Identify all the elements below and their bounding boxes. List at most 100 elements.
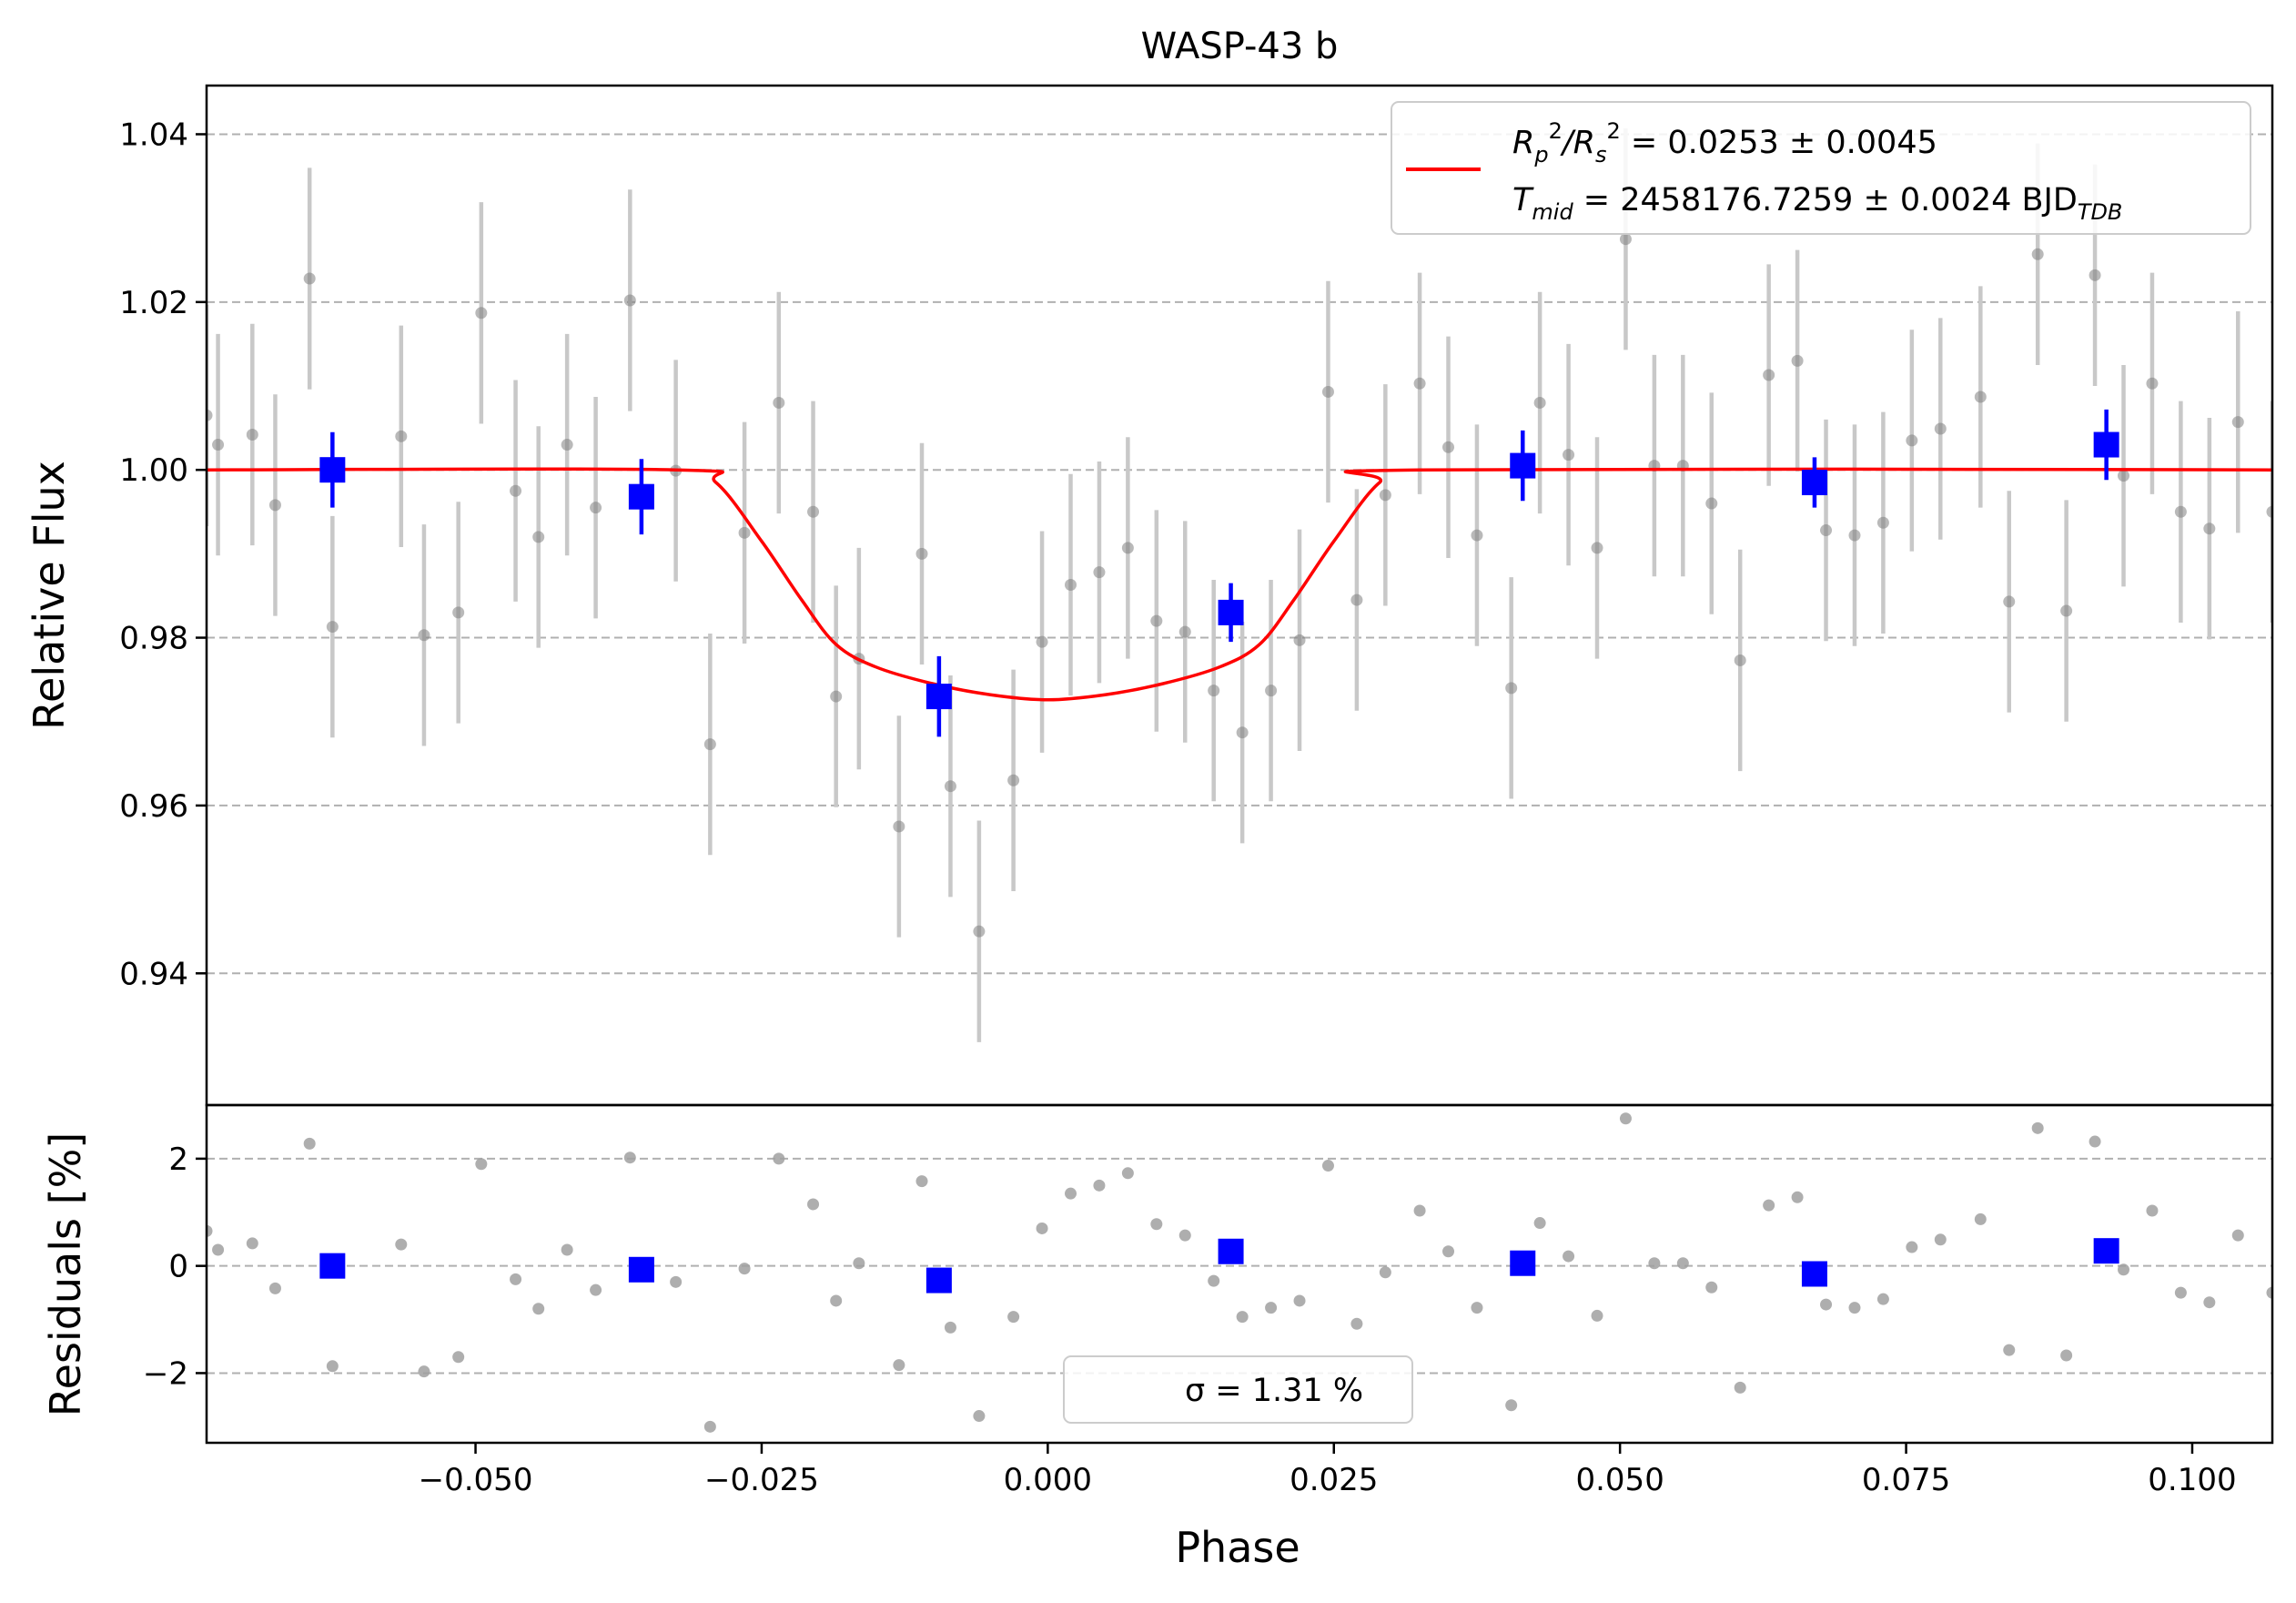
raw-residual-point bbox=[2146, 1204, 2159, 1217]
phase-axis-label: Phase bbox=[1175, 1523, 1300, 1572]
raw-flux-point bbox=[1321, 385, 1334, 398]
raw-flux-point bbox=[2031, 248, 2044, 260]
binned-flux-point bbox=[925, 684, 952, 710]
raw-flux-point bbox=[1036, 635, 1048, 648]
raw-residual-point bbox=[1379, 1266, 1391, 1279]
raw-flux-point bbox=[1236, 726, 1249, 739]
raw-flux-point bbox=[1974, 391, 1987, 403]
raw-flux-point bbox=[773, 396, 785, 409]
raw-flux-point bbox=[2146, 377, 2159, 390]
binned-flux-point bbox=[1510, 452, 1536, 479]
raw-flux-point bbox=[1906, 434, 1918, 447]
raw-residual-point bbox=[1791, 1191, 1804, 1203]
flux-y-tick-label: 0.96 bbox=[119, 788, 188, 825]
raw-residual-point bbox=[1906, 1241, 1918, 1253]
raw-residual-point bbox=[532, 1303, 545, 1315]
raw-residual-point bbox=[915, 1175, 928, 1188]
raw-flux-point bbox=[1442, 441, 1455, 453]
phase-x-tick-label: −0.050 bbox=[419, 1462, 533, 1498]
raw-flux-point bbox=[2089, 269, 2101, 281]
raw-residual-point bbox=[207, 1224, 213, 1237]
flux-y-tick-label: 0.94 bbox=[119, 956, 188, 992]
flux-y-ticks: 0.94 0.96 0.98 1.00 1.02 1.04 bbox=[119, 117, 207, 992]
raw-flux-point bbox=[1293, 634, 1306, 646]
flux-panel: 0.94 0.96 0.98 1.00 1.02 1.04 Relative Flux R… bbox=[25, 84, 2274, 1107]
raw-residual-point bbox=[1734, 1381, 1746, 1394]
residual-y-tick-label: 2 bbox=[168, 1141, 188, 1178]
raw-residual-point bbox=[1007, 1311, 1020, 1324]
raw-flux-point bbox=[326, 621, 339, 634]
raw-flux-point bbox=[1791, 354, 1804, 367]
raw-residual-point bbox=[1848, 1302, 1861, 1314]
raw-flux-point bbox=[1763, 369, 1775, 381]
raw-flux-point bbox=[303, 272, 316, 285]
raw-flux-point bbox=[915, 547, 928, 560]
phase-x-tick-label: 0.100 bbox=[2148, 1462, 2236, 1498]
raw-residual-point bbox=[1705, 1281, 1718, 1294]
chart-title: WASP-43 b bbox=[1141, 25, 1339, 67]
raw-residual-point bbox=[1505, 1399, 1518, 1412]
raw-residual-point bbox=[1563, 1250, 1575, 1263]
residual-y-tick-label: 0 bbox=[168, 1249, 188, 1285]
raw-residual-point bbox=[303, 1137, 316, 1150]
phase-x-tick-label: 0.050 bbox=[1575, 1462, 1664, 1498]
raw-residual-point bbox=[1121, 1167, 1134, 1180]
sigma-legend-box bbox=[1063, 1355, 1413, 1424]
sigma-legend: σ = 1.31 % bbox=[1063, 1355, 1413, 1424]
raw-residual-point bbox=[1820, 1298, 1833, 1311]
raw-flux-point bbox=[1820, 524, 1833, 537]
binned-residual-point bbox=[319, 1253, 346, 1279]
model-legend-box bbox=[1391, 101, 2251, 235]
raw-flux-point bbox=[1007, 774, 1020, 786]
raw-flux-point bbox=[1350, 594, 1363, 606]
raw-residual-point bbox=[1093, 1179, 1106, 1192]
raw-residual-point bbox=[1763, 1199, 1775, 1212]
raw-flux-point bbox=[1121, 542, 1134, 554]
raw-residual-point bbox=[1676, 1257, 1689, 1270]
raw-flux-point bbox=[475, 307, 488, 320]
raw-flux-point bbox=[1208, 685, 1220, 697]
raw-flux-point bbox=[2266, 505, 2272, 518]
binned-residual-point bbox=[1218, 1238, 1244, 1264]
legend-tmid-entry: Tmid = 2458176.7259 ± 0.0024 BJDTDB bbox=[1512, 182, 2122, 225]
raw-residual-point bbox=[623, 1152, 636, 1164]
raw-residual-point bbox=[418, 1365, 430, 1378]
raw-flux-point bbox=[1563, 449, 1575, 462]
binned-flux-point bbox=[2093, 431, 2119, 458]
residuals-panel: −2 0 2 Residuals [%] σ = 1.31 % bbox=[41, 1103, 2274, 1445]
raw-flux-point bbox=[452, 606, 465, 619]
residual-y-ticks: −2 0 2 bbox=[143, 1141, 207, 1392]
raw-residual-point bbox=[1036, 1222, 1048, 1234]
flux-y-tick-label: 1.02 bbox=[119, 285, 188, 321]
binned-flux-point bbox=[1218, 599, 1244, 625]
binned-flux-point bbox=[628, 483, 654, 510]
raw-residual-point bbox=[1471, 1302, 1483, 1314]
raw-flux-point bbox=[268, 499, 281, 512]
flux-axis-label: Relative Flux bbox=[25, 461, 74, 730]
raw-residual-point bbox=[1974, 1212, 1987, 1225]
raw-residual-point bbox=[1350, 1317, 1363, 1330]
raw-residual-point bbox=[510, 1273, 522, 1285]
raw-flux-point bbox=[2118, 470, 2130, 482]
binned-flux-point bbox=[1801, 470, 1827, 496]
raw-residual-point bbox=[2231, 1229, 2244, 1242]
raw-flux-point bbox=[807, 505, 820, 518]
binned-flux-point bbox=[319, 457, 346, 483]
raw-residual-point bbox=[475, 1158, 488, 1171]
raw-residual-point bbox=[561, 1243, 573, 1256]
raw-residual-point bbox=[773, 1152, 785, 1165]
raw-flux-points bbox=[207, 128, 2272, 1042]
phase-x-tick-label: 0.000 bbox=[1004, 1462, 1092, 1498]
raw-residual-point bbox=[2031, 1121, 2044, 1134]
raw-flux-point bbox=[395, 430, 408, 442]
raw-flux-point bbox=[561, 439, 573, 451]
raw-residual-points bbox=[207, 1112, 2272, 1433]
raw-flux-point bbox=[944, 780, 956, 793]
residual-y-tick-label: −2 bbox=[143, 1355, 188, 1392]
raw-residual-point bbox=[2203, 1296, 2216, 1309]
raw-residual-point bbox=[830, 1294, 843, 1307]
raw-residual-point bbox=[590, 1283, 602, 1296]
residuals-axis-label: Residuals [%] bbox=[41, 1132, 90, 1416]
raw-flux-point bbox=[738, 526, 751, 539]
